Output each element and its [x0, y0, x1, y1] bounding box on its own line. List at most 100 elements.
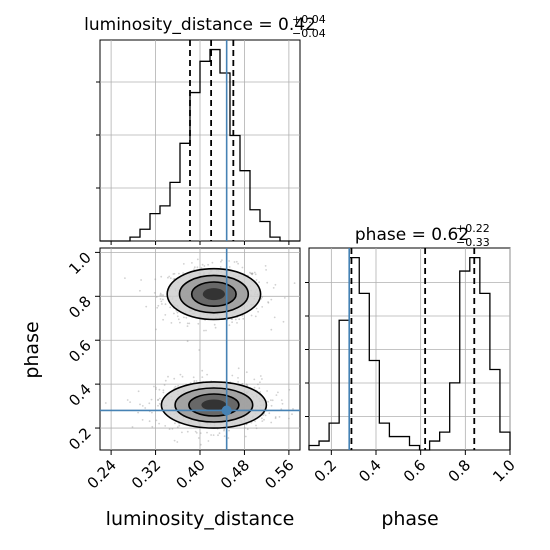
title-luminosity: luminosity_distance = 0.42 — [84, 15, 316, 35]
scatter-point — [194, 430, 197, 433]
scatter-point — [178, 424, 181, 427]
scatter-point — [228, 260, 231, 262]
scatter-point — [198, 349, 201, 351]
x-tick-label: 0.32 — [128, 456, 164, 492]
scatter-point — [244, 435, 247, 438]
scatter-point — [293, 282, 296, 284]
scatter-point — [168, 428, 171, 430]
title-luminosity-minus: −0.04 — [292, 27, 326, 40]
scatter-point — [162, 318, 165, 321]
scatter-point — [196, 258, 199, 261]
x-tick-labels-phase: 0.2 0.4 0.6 0.8 1.0 — [311, 456, 519, 486]
scatter-point — [186, 430, 189, 433]
scatter-point — [251, 272, 254, 275]
tick-marks — [95, 81, 511, 455]
scatter-point — [210, 434, 213, 436]
scatter-point — [183, 316, 185, 319]
scatter-point — [237, 381, 240, 383]
scatter-point — [169, 306, 172, 309]
scatter-point — [266, 281, 269, 284]
scatter-point — [178, 272, 180, 275]
scatter-point — [246, 384, 249, 387]
scatter-point — [288, 388, 291, 391]
scatter-point — [193, 268, 196, 271]
scatter-point — [158, 422, 161, 425]
scatter-point — [261, 420, 264, 422]
scatter-point — [160, 300, 163, 303]
scatter-point — [206, 431, 208, 434]
x-tick-label: 0.6 — [400, 456, 430, 486]
scatter-point — [250, 272, 253, 275]
scatter-point — [219, 266, 222, 268]
scatter-point — [281, 402, 284, 405]
scatter-point — [150, 398, 153, 401]
scatter-point — [155, 419, 158, 422]
scatter-point — [159, 298, 162, 300]
scatter-point — [231, 321, 234, 324]
scatter-point — [179, 321, 181, 324]
scatter-point — [169, 277, 172, 280]
scatter-point — [241, 383, 244, 385]
scatter-point — [176, 315, 179, 318]
title-luminosity-plus: +0.04 — [292, 13, 326, 26]
scatter-point — [277, 391, 279, 394]
scatter-point — [148, 420, 151, 423]
scatter-point — [181, 375, 184, 378]
scatter-point — [195, 380, 198, 382]
scatter-point — [267, 301, 269, 303]
scatter-point — [270, 328, 273, 331]
scatter-point — [257, 310, 259, 313]
scatter-point — [275, 394, 278, 396]
scatter-point — [261, 296, 263, 299]
scatter-point — [266, 390, 268, 392]
y-tick-label: 0.6 — [65, 336, 95, 366]
scatter-point — [162, 294, 165, 297]
scatter-point — [227, 437, 230, 439]
scatter-point — [181, 431, 183, 434]
scatter-point — [176, 311, 179, 314]
scatter-point — [267, 301, 270, 304]
scatter-point — [259, 375, 262, 377]
scatter-point — [259, 391, 262, 393]
scatter-point — [245, 383, 248, 386]
scatter-point — [195, 432, 198, 434]
scatter-point — [213, 323, 216, 326]
scatter-point — [259, 381, 261, 384]
scatter-point — [231, 318, 234, 321]
scatter-point — [268, 412, 271, 415]
contour-lines — [160, 267, 268, 429]
scatter-point — [172, 273, 175, 275]
x-tick-labels-luminosity: 0.24 0.32 0.40 0.48 0.56 — [84, 456, 298, 492]
scatter-point — [200, 267, 203, 269]
scatter-point — [263, 418, 265, 421]
scatter-point — [182, 263, 185, 265]
scatter-point — [162, 389, 165, 392]
scatter-point — [251, 272, 254, 275]
scatter-point — [255, 279, 258, 281]
scatter-point — [158, 402, 161, 405]
scatter-point — [280, 399, 283, 401]
scatter-point — [288, 417, 290, 420]
scatter-point — [155, 388, 157, 390]
scatter-point — [168, 275, 171, 278]
scatter-point — [273, 316, 276, 319]
scatter-point — [234, 318, 237, 321]
scatter-point — [199, 443, 202, 446]
contour-line-2 — [188, 393, 240, 417]
x-tick-label: 0.40 — [172, 456, 208, 492]
scatter-point — [250, 314, 253, 317]
y-tick-label: 0.4 — [65, 380, 95, 410]
contour-line-2 — [160, 381, 268, 429]
x-tick-label: 0.8 — [445, 456, 475, 486]
scatter-point — [179, 373, 182, 376]
scatter-point — [254, 315, 257, 318]
scatter-point — [267, 400, 269, 403]
xlabel-luminosity: luminosity_distance — [106, 508, 295, 530]
scatter-point — [221, 259, 223, 261]
scatter-point — [173, 272, 176, 275]
scatter-point — [291, 413, 293, 416]
density-level-1 — [202, 288, 225, 301]
scatter-point — [214, 326, 217, 329]
scatter-point — [191, 262, 193, 264]
scatter-point — [242, 317, 245, 320]
